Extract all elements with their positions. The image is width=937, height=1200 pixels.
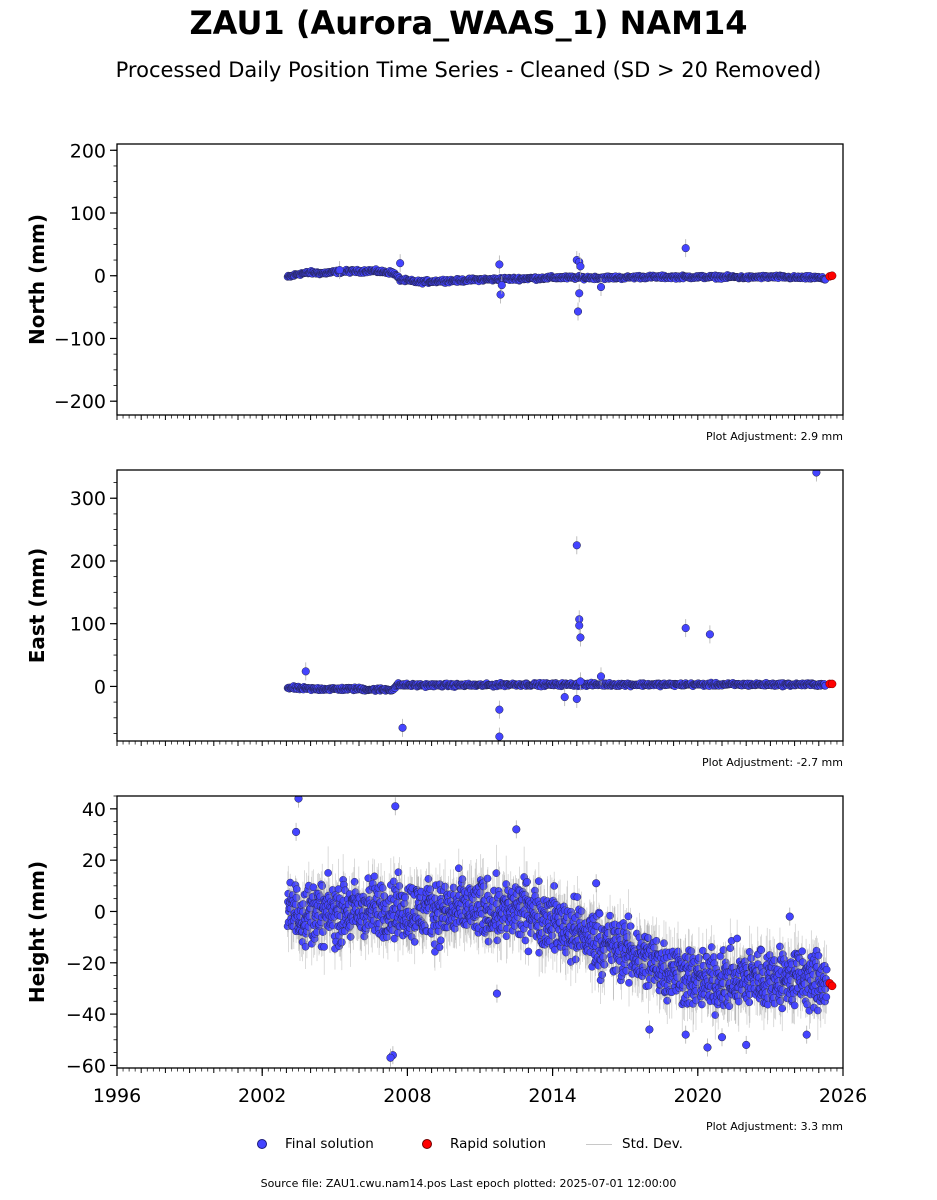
final-solution-point [573,307,583,316]
rapid-solution-point [827,271,837,280]
final-solution-point [596,672,606,681]
y-tick-label: 0 [94,676,106,698]
final-solution-point [301,942,310,951]
final-solution-point [396,259,405,268]
final-solution-point [681,624,690,633]
final-solution-point [575,621,584,630]
final-solution-point [309,883,318,892]
final-solution-point [575,289,584,298]
final-solution-point [495,732,504,741]
plot-area [283,470,837,741]
y-tick-label: 0 [94,266,106,288]
final-solution-point [378,884,387,892]
final-solution-point [335,266,344,275]
final-solution-point [497,281,506,290]
plot-adjustment-note: Plot Adjustment: 2.9 mm [706,430,843,443]
plot-adjustment-note: Plot Adjustment: -2.7 mm [702,756,843,769]
final-solution-point [435,943,444,952]
final-solution-point [596,282,606,292]
final-solution-point [301,667,310,676]
final-solution-point [576,633,585,642]
final-solution-point [495,260,504,269]
final-solution-point [320,943,329,951]
final-solution-point [350,877,359,886]
final-solution-point [572,694,581,704]
y-tick-label: 100 [70,203,106,225]
y-tick-label: 200 [70,551,106,573]
final-solution-point [394,868,403,877]
plot-area [283,796,837,1067]
rapid-solution-point [827,679,837,689]
y-tick-label: 100 [70,614,106,636]
final-solution-point [398,723,407,732]
final-solution-point [495,705,504,714]
north-panel: −200 −100 0 100 200 North (mm) Plot Adjustment… [25,140,844,443]
chart-subtitle: Processed Daily Position Time Series - C… [115,58,822,82]
final-solution-point [812,470,821,477]
final-solution-point [496,290,505,299]
final-solution-point [560,693,569,702]
chart-title: ZAU1 (Aurora_WAAS_1) NAM14 [189,4,748,42]
y-tick-label: 300 [70,488,106,510]
final-solution-point [576,262,585,271]
plot-frame [116,469,844,742]
east-panel: 0 100 200 300 East (mm) Plot Adjustment: -2.7… [25,469,844,769]
y-axis-label: East (mm) [25,548,49,664]
final-solution-point [324,869,332,877]
y-tick-label: −100 [54,328,106,350]
plot-area [283,239,837,321]
final-solution-point [681,244,690,253]
final-solution-point [576,677,585,686]
y-tick-label: −200 [54,391,106,413]
y-axis-label: North (mm) [25,214,49,345]
final-solution-point [292,885,301,893]
final-solution-point [705,630,714,639]
final-solution-point [437,936,445,945]
final-solution-point [572,541,581,550]
y-tick-label: 200 [70,140,106,162]
